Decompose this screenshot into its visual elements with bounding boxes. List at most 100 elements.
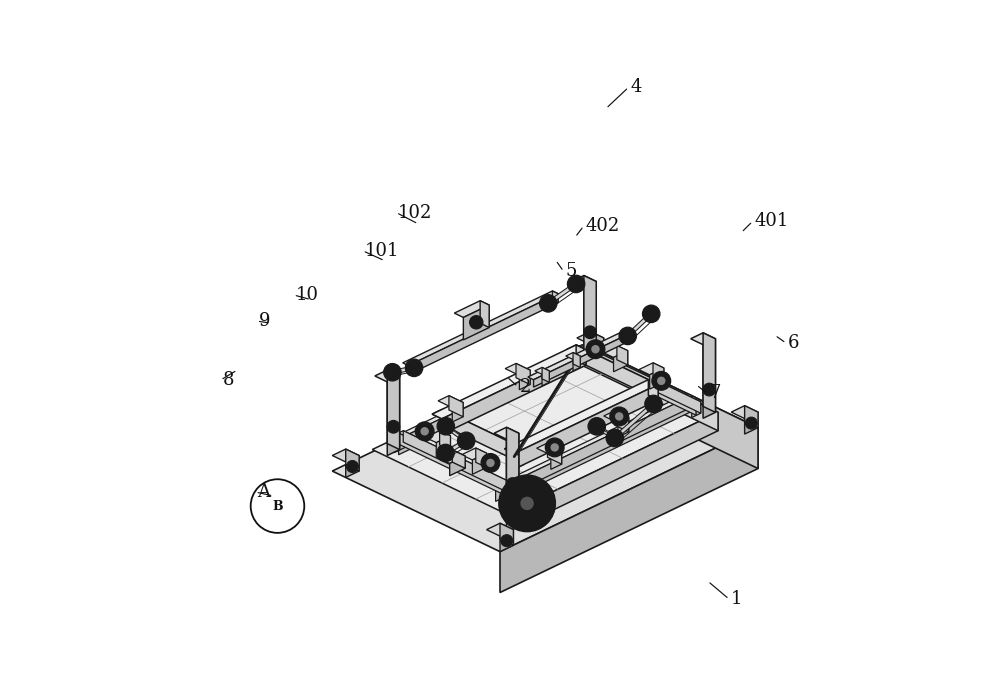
Text: 1: 1: [731, 590, 743, 608]
Polygon shape: [692, 404, 696, 417]
Circle shape: [657, 377, 665, 385]
Text: 4: 4: [631, 78, 642, 96]
Text: 402: 402: [586, 217, 620, 235]
Polygon shape: [590, 347, 595, 361]
Polygon shape: [604, 411, 629, 423]
Circle shape: [647, 310, 655, 318]
Circle shape: [457, 432, 475, 450]
Polygon shape: [387, 370, 400, 450]
Polygon shape: [516, 363, 530, 384]
Circle shape: [437, 444, 454, 462]
Polygon shape: [582, 345, 701, 413]
Circle shape: [462, 437, 470, 445]
Polygon shape: [390, 345, 590, 441]
Polygon shape: [500, 530, 513, 552]
Polygon shape: [438, 396, 463, 408]
Polygon shape: [514, 449, 524, 469]
Circle shape: [384, 363, 401, 381]
Polygon shape: [586, 345, 590, 359]
Polygon shape: [332, 449, 359, 462]
Circle shape: [346, 460, 358, 472]
Polygon shape: [590, 347, 758, 468]
Polygon shape: [432, 345, 586, 419]
Polygon shape: [745, 412, 758, 434]
Polygon shape: [437, 450, 465, 464]
Polygon shape: [531, 477, 544, 506]
Polygon shape: [500, 398, 696, 503]
Circle shape: [481, 454, 500, 472]
Polygon shape: [513, 490, 518, 503]
Polygon shape: [519, 370, 530, 390]
Circle shape: [437, 417, 455, 435]
Polygon shape: [399, 349, 595, 455]
Circle shape: [652, 371, 671, 390]
Circle shape: [591, 345, 600, 353]
Polygon shape: [696, 402, 701, 415]
Polygon shape: [408, 293, 558, 375]
Circle shape: [442, 449, 449, 457]
Polygon shape: [399, 433, 518, 501]
Polygon shape: [496, 396, 692, 501]
Polygon shape: [552, 291, 558, 303]
Polygon shape: [639, 363, 664, 375]
Polygon shape: [577, 345, 701, 404]
Circle shape: [572, 280, 580, 288]
Polygon shape: [440, 431, 450, 450]
Text: 2: 2: [520, 378, 531, 396]
Polygon shape: [491, 394, 692, 490]
Text: 401: 401: [755, 212, 789, 230]
Circle shape: [415, 422, 434, 441]
Polygon shape: [590, 332, 604, 353]
Polygon shape: [449, 396, 463, 417]
Polygon shape: [648, 380, 658, 400]
Polygon shape: [615, 411, 629, 432]
Circle shape: [567, 275, 585, 293]
Text: 7: 7: [709, 384, 720, 402]
Polygon shape: [372, 348, 718, 514]
Text: 101: 101: [365, 242, 399, 260]
Text: B: B: [272, 499, 283, 513]
Polygon shape: [346, 449, 359, 471]
Circle shape: [606, 429, 624, 447]
Polygon shape: [506, 413, 718, 532]
Polygon shape: [452, 450, 465, 468]
Text: 5: 5: [566, 262, 577, 281]
Text: 9: 9: [259, 312, 270, 330]
Polygon shape: [462, 448, 487, 460]
Polygon shape: [573, 347, 696, 406]
Text: 102: 102: [398, 203, 433, 221]
Polygon shape: [691, 333, 715, 345]
Text: 10: 10: [296, 286, 319, 304]
Polygon shape: [425, 431, 450, 443]
Circle shape: [387, 421, 400, 433]
Circle shape: [506, 478, 519, 491]
Polygon shape: [399, 431, 522, 490]
Polygon shape: [578, 347, 696, 415]
Circle shape: [615, 412, 623, 421]
Circle shape: [420, 427, 429, 435]
Polygon shape: [346, 456, 359, 478]
Circle shape: [642, 305, 660, 322]
Circle shape: [545, 438, 564, 457]
Polygon shape: [442, 350, 586, 434]
Polygon shape: [432, 409, 524, 454]
Polygon shape: [576, 345, 586, 365]
Polygon shape: [584, 348, 718, 431]
Polygon shape: [332, 347, 758, 552]
Circle shape: [593, 423, 601, 430]
Polygon shape: [442, 409, 524, 464]
Polygon shape: [505, 363, 530, 376]
Polygon shape: [506, 427, 519, 507]
Polygon shape: [503, 477, 544, 497]
Polygon shape: [436, 436, 450, 457]
Polygon shape: [535, 367, 549, 374]
Polygon shape: [617, 345, 628, 365]
Polygon shape: [687, 394, 692, 407]
Polygon shape: [691, 396, 696, 409]
Polygon shape: [573, 353, 580, 367]
Polygon shape: [514, 384, 658, 469]
Polygon shape: [394, 347, 590, 453]
Circle shape: [586, 340, 605, 359]
Polygon shape: [537, 443, 562, 455]
Polygon shape: [621, 332, 626, 343]
